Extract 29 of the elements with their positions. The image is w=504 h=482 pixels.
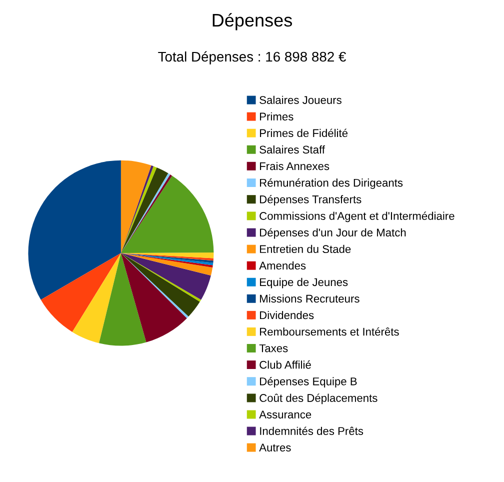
pie-slice — [72, 253, 121, 344]
legend-label: Indemnités des Prêts — [260, 426, 364, 435]
legend-label: Coût des Déplacements — [260, 394, 378, 404]
chart-title: Dépenses — [212, 13, 292, 30]
legend-label: Dépenses d'un Jour de Match — [260, 228, 406, 239]
legend-label: Salaires Joueurs — [260, 96, 342, 104]
pie-slice — [120, 253, 200, 317]
legend-label: Commissions d'Agent et d'Intermédiaire — [260, 212, 454, 222]
legend-label: Equipe de Jeunes — [260, 278, 348, 288]
pie-slice — [120, 253, 187, 342]
legend-label: Dépenses Equipe B — [260, 377, 357, 388]
legend-label: Dividendes — [260, 310, 314, 320]
legend-label: Remboursements et Intérêts — [260, 327, 399, 336]
legend-label: Dépenses Transferts — [260, 195, 362, 206]
legend-label: Missions Recruteurs — [260, 294, 360, 303]
legend-label: Frais Annexes — [260, 162, 330, 170]
legend-label: Salaires Staff — [260, 145, 326, 154]
pie-slice — [28, 160, 121, 300]
legend-label: Autres — [259, 444, 291, 452]
legend-label: Amendes — [259, 261, 306, 270]
legend-label: Primes — [260, 112, 294, 121]
legend-label: Taxes — [259, 344, 288, 352]
pie-slice — [40, 253, 121, 332]
legend-label: Primes de Fidélité — [260, 128, 348, 138]
legend-label: Assurance — [259, 410, 312, 418]
chart-subtitle: Total Dépenses : 16 898 882 € — [158, 51, 346, 64]
legend-label: Entretien du Stade — [260, 244, 351, 254]
legend-label: Rémunération des Dirigeants — [260, 178, 403, 189]
legend-label: Club Affilié — [260, 360, 311, 369]
